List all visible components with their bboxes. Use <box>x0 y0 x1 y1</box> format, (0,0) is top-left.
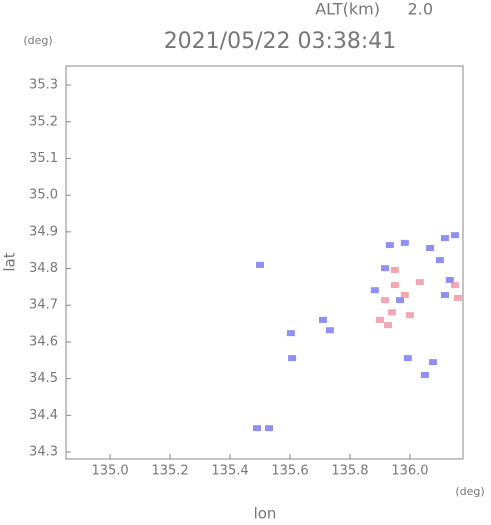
echo-point <box>381 265 390 272</box>
echo-point <box>390 282 399 289</box>
echo-point <box>387 309 396 316</box>
x-tick-label: 135.0 <box>91 464 128 479</box>
echo-point <box>288 355 297 362</box>
echo-point <box>396 297 405 304</box>
alt-label: ALT(km) <box>315 0 380 19</box>
alt-value: 2.0 <box>408 0 433 19</box>
echo-point <box>405 312 414 319</box>
echo-point <box>385 242 394 249</box>
echo-point <box>381 297 390 304</box>
echo-point <box>390 267 399 274</box>
echo-point <box>450 282 459 289</box>
echo-point <box>325 327 334 334</box>
echo-point <box>426 245 435 252</box>
y-tick-label: 34.6 <box>29 334 58 349</box>
echo-point <box>400 291 409 298</box>
echo-point <box>441 291 450 298</box>
y-tick-label: 34.7 <box>29 298 58 313</box>
echo-point <box>286 330 295 337</box>
y-tick-label: 34.8 <box>29 261 58 276</box>
x-tick-label: 135.8 <box>331 464 368 479</box>
plot-frame <box>65 65 464 460</box>
x-tick-label: 135.6 <box>271 464 308 479</box>
echo-point <box>318 316 327 323</box>
echo-point <box>415 279 424 286</box>
x-tick-label: 135.2 <box>151 464 188 479</box>
echo-point <box>450 232 459 239</box>
echo-point <box>375 316 384 323</box>
echo-point <box>435 257 444 264</box>
echo-point <box>420 371 429 378</box>
echo-point <box>445 276 454 283</box>
y-axis-label: lat <box>1 252 19 271</box>
echo-point <box>403 355 412 362</box>
echo-point <box>400 239 409 246</box>
y-tick-label: 34.3 <box>29 445 58 460</box>
echo-point <box>453 294 462 301</box>
chart-title: 2021/05/22 03:38:41 <box>164 29 397 54</box>
y-tick-label: 34.4 <box>29 408 58 423</box>
y-tick-label: 34.9 <box>29 224 58 239</box>
echo-point <box>441 235 450 242</box>
x-tick-label: 135.4 <box>211 464 248 479</box>
y-tick-label: 34.5 <box>29 371 58 386</box>
y-tick-label: 35.3 <box>29 78 58 93</box>
y-tick-label: 35.1 <box>29 151 58 166</box>
echo-point <box>370 287 379 294</box>
x-unit: (deg) <box>455 485 484 498</box>
echo-point <box>256 261 265 268</box>
echo-point <box>429 359 438 366</box>
echo-point <box>253 425 262 432</box>
y-tick-label: 35.2 <box>29 114 58 129</box>
y-tick-label: 35.0 <box>29 188 58 203</box>
y-unit: (deg) <box>23 34 52 47</box>
x-axis-label: lon <box>254 505 277 522</box>
echo-point <box>384 322 393 329</box>
echo-point <box>264 425 273 432</box>
x-tick-label: 136.0 <box>391 464 428 479</box>
